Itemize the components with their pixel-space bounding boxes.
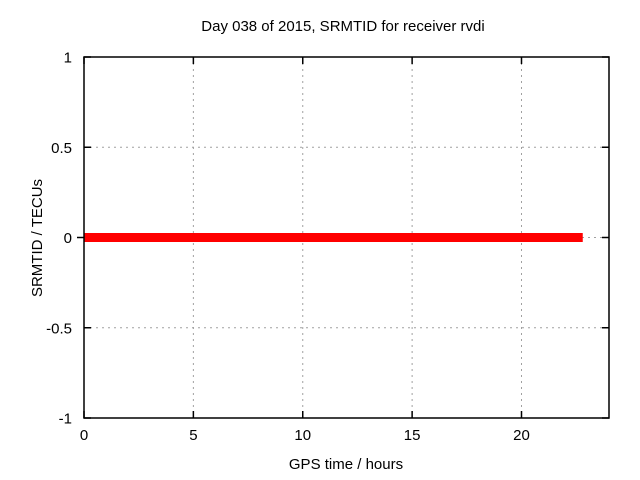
x-tick-label: 20 <box>513 427 530 444</box>
x-tick-label: 15 <box>404 427 421 444</box>
y-tick-label: -1 <box>59 411 72 428</box>
y-tick-label: -0.5 <box>46 320 72 337</box>
x-tick-label: 10 <box>294 427 311 444</box>
x-axis-label: GPS time / hours <box>289 456 403 473</box>
y-tick-label: 1 <box>64 50 72 67</box>
y-axis-label: SRMTID / TECUs <box>29 179 46 297</box>
chart-title: Day 038 of 2015, SRMTID for receiver rvd… <box>201 18 484 35</box>
y-tick-label: 0.5 <box>51 140 72 157</box>
x-tick-label: 0 <box>80 427 88 444</box>
plot-area: 0 5 10 15 20 -1 -0.5 0 0.5 1 <box>46 50 610 444</box>
plot-border <box>83 56 610 419</box>
x-tick-label: 5 <box>189 427 197 444</box>
y-tick-label: 0 <box>64 230 72 247</box>
